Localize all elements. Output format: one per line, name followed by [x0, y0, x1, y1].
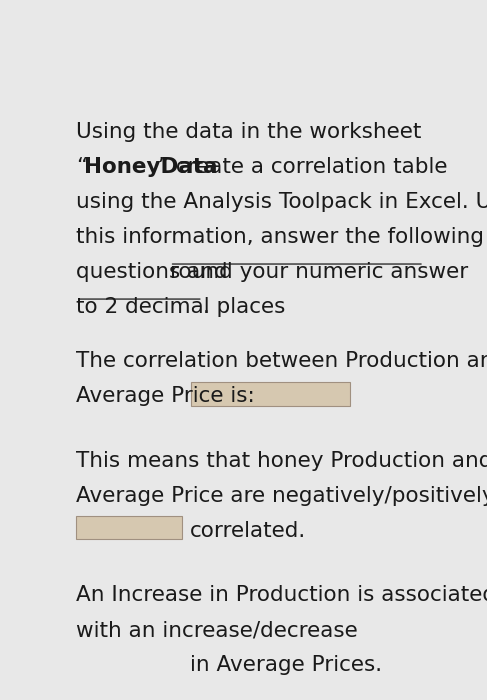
- Text: This means that honey Production and: This means that honey Production and: [76, 451, 487, 470]
- Text: with an increase/decrease: with an increase/decrease: [76, 620, 358, 641]
- FancyBboxPatch shape: [76, 517, 182, 539]
- Text: Average Price is:: Average Price is:: [76, 386, 255, 406]
- Text: Average Price are negatively/positively: Average Price are negatively/positively: [76, 486, 487, 505]
- Text: .: .: [203, 297, 210, 317]
- Text: HoneyData: HoneyData: [84, 157, 218, 177]
- Text: “: “: [76, 157, 87, 177]
- Text: questions and: questions and: [76, 262, 234, 282]
- Text: Using the data in the worksheet: Using the data in the worksheet: [76, 122, 421, 141]
- FancyBboxPatch shape: [191, 382, 350, 406]
- Text: correlated.: correlated.: [190, 521, 306, 540]
- FancyBboxPatch shape: [76, 651, 182, 673]
- Text: this information, answer the following: this information, answer the following: [76, 227, 484, 247]
- Text: round your numeric answer: round your numeric answer: [169, 262, 468, 282]
- Text: to 2 decimal places: to 2 decimal places: [76, 297, 285, 317]
- Text: using the Analysis Toolpack in Excel. Using: using the Analysis Toolpack in Excel. Us…: [76, 192, 487, 212]
- Text: ” create a correlation table: ” create a correlation table: [158, 157, 448, 177]
- Text: The correlation between Production and: The correlation between Production and: [76, 351, 487, 371]
- Text: in Average Prices.: in Average Prices.: [190, 655, 382, 676]
- Text: An Increase in Production is associated: An Increase in Production is associated: [76, 585, 487, 606]
